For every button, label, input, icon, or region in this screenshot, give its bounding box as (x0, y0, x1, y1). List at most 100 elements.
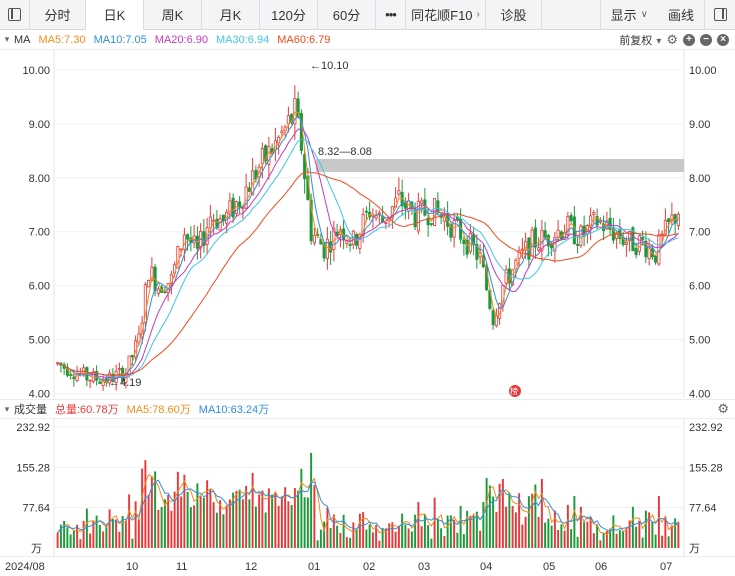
adjust-dropdown[interactable]: 前复权 ▾ (619, 32, 661, 48)
volume-bar (661, 535, 664, 548)
y-tick-right: 10.00 (689, 65, 717, 77)
tab-60min[interactable]: 60分 (318, 0, 376, 30)
volume-bar (501, 479, 504, 548)
ma-line (57, 111, 679, 383)
candle-body (543, 230, 547, 238)
volume-bar (368, 524, 371, 548)
volume-bar (531, 493, 534, 548)
volume-chart[interactable]: 万 万 232.92 232.92 155.28 155.28 77.64 77.64 (0, 419, 735, 557)
volume-bar (56, 532, 59, 548)
candle-body (442, 216, 446, 222)
volume-bar (375, 524, 378, 548)
tab-daily-k[interactable]: 日K (86, 0, 144, 30)
price-chart[interactable]: ←10.10 ←4.19 8.32—8.08 榜 10.00 9.00 8.00 7.… (0, 50, 735, 398)
close-icon[interactable]: × (717, 33, 729, 46)
volume-bar (258, 494, 261, 548)
volume-bar (202, 497, 205, 548)
candle-body (397, 190, 401, 195)
ma-title[interactable]: MA (14, 33, 31, 46)
collapse-chevron-icon[interactable]: ▾ (4, 403, 10, 414)
volume-bar (167, 494, 170, 548)
candle-body (537, 247, 541, 251)
volume-bar (404, 524, 407, 548)
volume-bar (154, 471, 157, 548)
f10-dropdown[interactable]: 同花顺F10 › (406, 0, 486, 30)
volume-bar (524, 516, 527, 548)
volume-bar (449, 515, 452, 548)
candle-body (514, 259, 518, 270)
x-axis: 2024/08 10 11 12 01 02 03 04 05 06 07 (0, 556, 735, 573)
y-tick-right: 7.00 (689, 227, 710, 239)
volume-bar (648, 512, 651, 548)
volume-bar (371, 532, 374, 548)
y-tick-right: 5.00 (689, 335, 710, 347)
volume-bar (121, 516, 124, 548)
tab-weekly-k[interactable]: 周K (144, 0, 202, 30)
collapse-chevron-icon[interactable]: ▾ (4, 34, 10, 44)
x-tick: 01 (308, 561, 320, 573)
zoom-out-icon[interactable]: − (700, 33, 712, 46)
volume-bars (56, 452, 680, 548)
volume-bar (66, 527, 69, 548)
volume-bar (147, 494, 150, 548)
candle-body (420, 200, 424, 204)
settings-gear-icon[interactable]: ⚙ (717, 401, 729, 416)
volume-title[interactable]: 成交量 (14, 404, 47, 416)
volume-bar (134, 501, 137, 548)
volume-bar (664, 516, 667, 548)
volume-bar (544, 522, 547, 548)
candle-body (309, 199, 313, 242)
volume-bar (290, 505, 293, 548)
candle-body (520, 248, 524, 251)
price-panel-header: ▾ MA MA5:7.30 MA10:7.05 MA20:6.90 MA30:6… (0, 30, 735, 50)
toggle-left-panel-icon[interactable] (0, 0, 30, 30)
volume-bar (466, 510, 469, 548)
volume-bar (319, 529, 322, 548)
draw-line-button[interactable]: 画线 (667, 8, 694, 23)
volume-bar (553, 510, 556, 548)
volume-bar (271, 494, 274, 548)
volume-bar (635, 526, 638, 548)
display-dropdown[interactable]: 显示 ∨ (601, 0, 658, 30)
candle-body (566, 216, 570, 236)
volume-bar (69, 534, 72, 548)
settings-gear-icon[interactable]: ⚙ (666, 31, 678, 47)
tab-timeshare[interactable]: 分时 (30, 0, 86, 30)
volume-bar (131, 538, 134, 548)
more-menu-button[interactable]: ••• (376, 0, 406, 30)
volume-bar (508, 492, 511, 548)
badge-icon[interactable]: 榜 (509, 385, 521, 397)
diagnose-button[interactable]: 诊股 (486, 0, 542, 30)
zoom-in-icon[interactable]: + (683, 33, 695, 46)
volume-bar (251, 472, 254, 548)
volume-bar (534, 484, 537, 548)
tab-monthly-k[interactable]: 月K (202, 0, 260, 30)
tab-120min[interactable]: 120分 (260, 0, 318, 30)
vol-tick-left: 77.64 (22, 503, 50, 515)
y-tick-left: 6.00 (29, 281, 50, 293)
candle-body (644, 240, 648, 258)
volume-bar (433, 497, 436, 548)
candle-body (628, 231, 632, 242)
candle-body (228, 200, 232, 215)
volume-bar (579, 506, 582, 548)
candle-body (452, 220, 456, 238)
volume-bar (160, 507, 163, 548)
volume-bar (397, 525, 400, 548)
toggle-right-panel-icon[interactable] (705, 0, 735, 30)
candle-body (208, 216, 212, 229)
volume-panel-header: ▾ 成交量 总量:60.78万 MA5:78.60万 MA10:63.24万 ⚙ (0, 399, 735, 419)
volume-bar (576, 536, 579, 548)
candle-body (449, 224, 453, 238)
volume-bar (394, 531, 397, 548)
ma-lines (57, 111, 679, 383)
candle-body (654, 255, 658, 263)
candle-body (286, 115, 290, 125)
volume-bar (566, 504, 569, 548)
volume-bar (85, 508, 88, 548)
ma-line (57, 171, 679, 376)
volume-bar (430, 538, 433, 548)
volume-bar (631, 506, 634, 548)
volume-bar (446, 515, 449, 548)
candle-body (98, 381, 102, 384)
